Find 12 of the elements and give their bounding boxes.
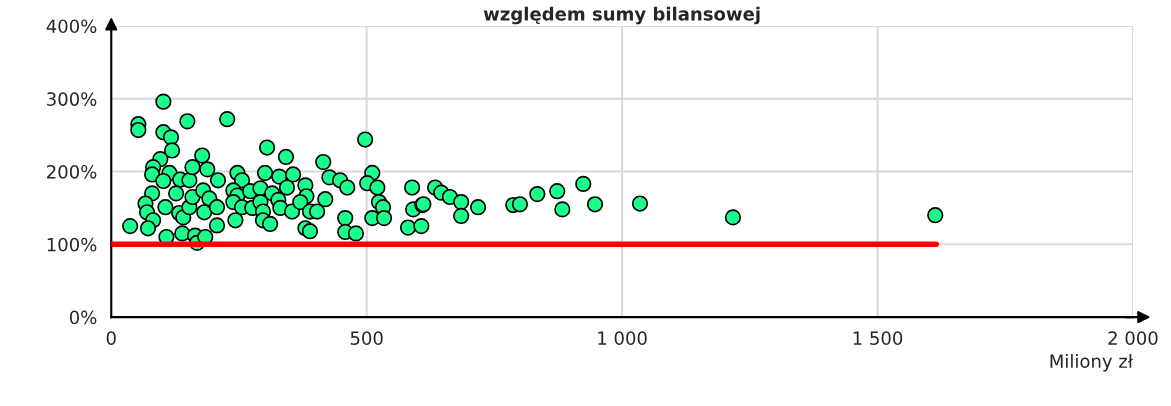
y-tick-label: 0% [69,310,97,325]
y-tick-label: 200% [47,164,97,179]
x-axis-title: Miliony zł [1050,354,1133,372]
x-tick-label: 1 000 [598,331,647,345]
x-tick-label: 0 [106,331,116,345]
chart-title: względem sumy bilansowej [483,6,760,25]
x-tick-label: 500 [350,331,383,345]
x-tick-label: 1 500 [853,331,903,345]
y-tick-label: 100% [47,237,97,252]
y-tick-label: 300% [47,92,97,106]
y-tick-label: 400% [46,19,97,34]
x-tick-label: 2 000 [1108,331,1158,345]
